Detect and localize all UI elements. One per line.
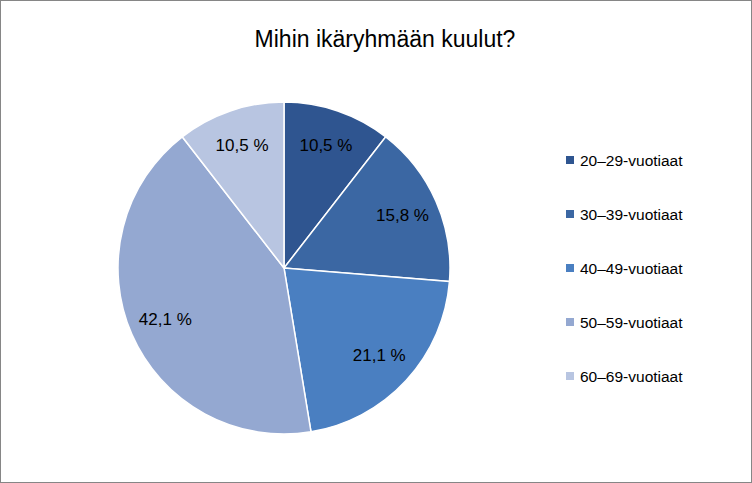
pie-slice: [284, 268, 449, 432]
legend-swatch: [566, 372, 574, 380]
pie-slice: [284, 137, 450, 282]
legend-label: 60–69-vuotiaat: [580, 368, 683, 385]
legend-swatch: [566, 318, 574, 326]
data-label: 10,5 %: [299, 136, 352, 155]
legend-label: 30–39-vuotiaat: [580, 206, 683, 223]
legend-swatch: [566, 156, 574, 164]
data-label: 42,1 %: [139, 310, 192, 329]
legend-swatch: [566, 210, 574, 218]
chart-svg: Mihin ikäryhmään kuulut? 10,5 % 15,8 % 21,1…: [0, 0, 752, 483]
pie-slice: [182, 102, 284, 268]
data-label: 10,5 %: [216, 136, 269, 155]
legend-label: 50–59-vuotiaat: [580, 314, 683, 331]
legend-label: 20–29-vuotiaat: [580, 152, 683, 169]
pie-group: [118, 102, 450, 434]
chart-frame: [1, 1, 752, 483]
chart-title: Mihin ikäryhmään kuulut?: [255, 26, 516, 52]
data-labels: 10,5 % 15,8 % 21,1 % 42,1 % 10,5 %: [139, 136, 429, 365]
legend-label: 40–49-vuotiaat: [580, 260, 683, 277]
legend-swatch: [566, 264, 574, 272]
data-label: 21,1 %: [353, 346, 406, 365]
legend: 20–29-vuotiaat 30–39-vuotiaat 40–49-vuotia…: [566, 152, 683, 385]
data-label: 15,8 %: [376, 206, 429, 225]
